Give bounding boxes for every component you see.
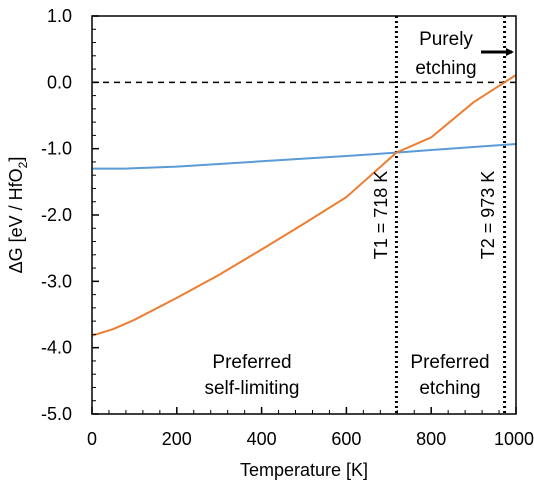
x-axis-title: Temperature [K] <box>240 460 368 480</box>
x-tick-label: 200 <box>162 429 192 449</box>
t1-label: T1 = 718 K <box>371 171 391 260</box>
x-tick-label: 800 <box>416 429 446 449</box>
y-tick-label: -2.0 <box>41 205 72 225</box>
y-tick-label: 1.0 <box>47 6 72 26</box>
y-tick-label: 0.0 <box>47 72 72 92</box>
y-axis-title-end: ] <box>6 157 26 162</box>
x-tick-label: 1000 <box>494 429 534 449</box>
x-tick-label: 600 <box>331 429 361 449</box>
y-tick-label: -3.0 <box>41 271 72 291</box>
t2-label: T2 = 973 K <box>478 171 498 260</box>
etching-label-line1: Preferred <box>410 352 489 373</box>
x-tick-label: 0 <box>87 429 97 449</box>
series-line-0 <box>92 143 516 170</box>
y-axis-title: ΔG [eV / HfO2] <box>6 157 30 274</box>
ticks-layer: -5.0 -4.0 -3.0 -2.0 -1.0 0.0 1.0 0 200 400 600 800 1… <box>41 6 534 449</box>
y-axis-title-subscript: 2 <box>16 161 30 168</box>
self-limiting-label-line1: Preferred <box>212 352 291 373</box>
etching-label-line2: etching <box>419 378 480 399</box>
series-layer <box>92 74 516 337</box>
series-line-1 <box>92 74 516 337</box>
y-tick-label: -5.0 <box>41 404 72 424</box>
y-tick-label: -4.0 <box>41 338 72 358</box>
y-tick-label: -1.0 <box>41 139 72 159</box>
self-limiting-label-line2: self-limiting <box>204 378 299 399</box>
x-tick-label: 400 <box>247 429 277 449</box>
purely-etching-label-line2: etching <box>415 58 476 79</box>
y-axis-title-main: ΔG [eV / HfO <box>6 168 26 273</box>
purely-etching-label-line1: Purely <box>419 29 473 50</box>
